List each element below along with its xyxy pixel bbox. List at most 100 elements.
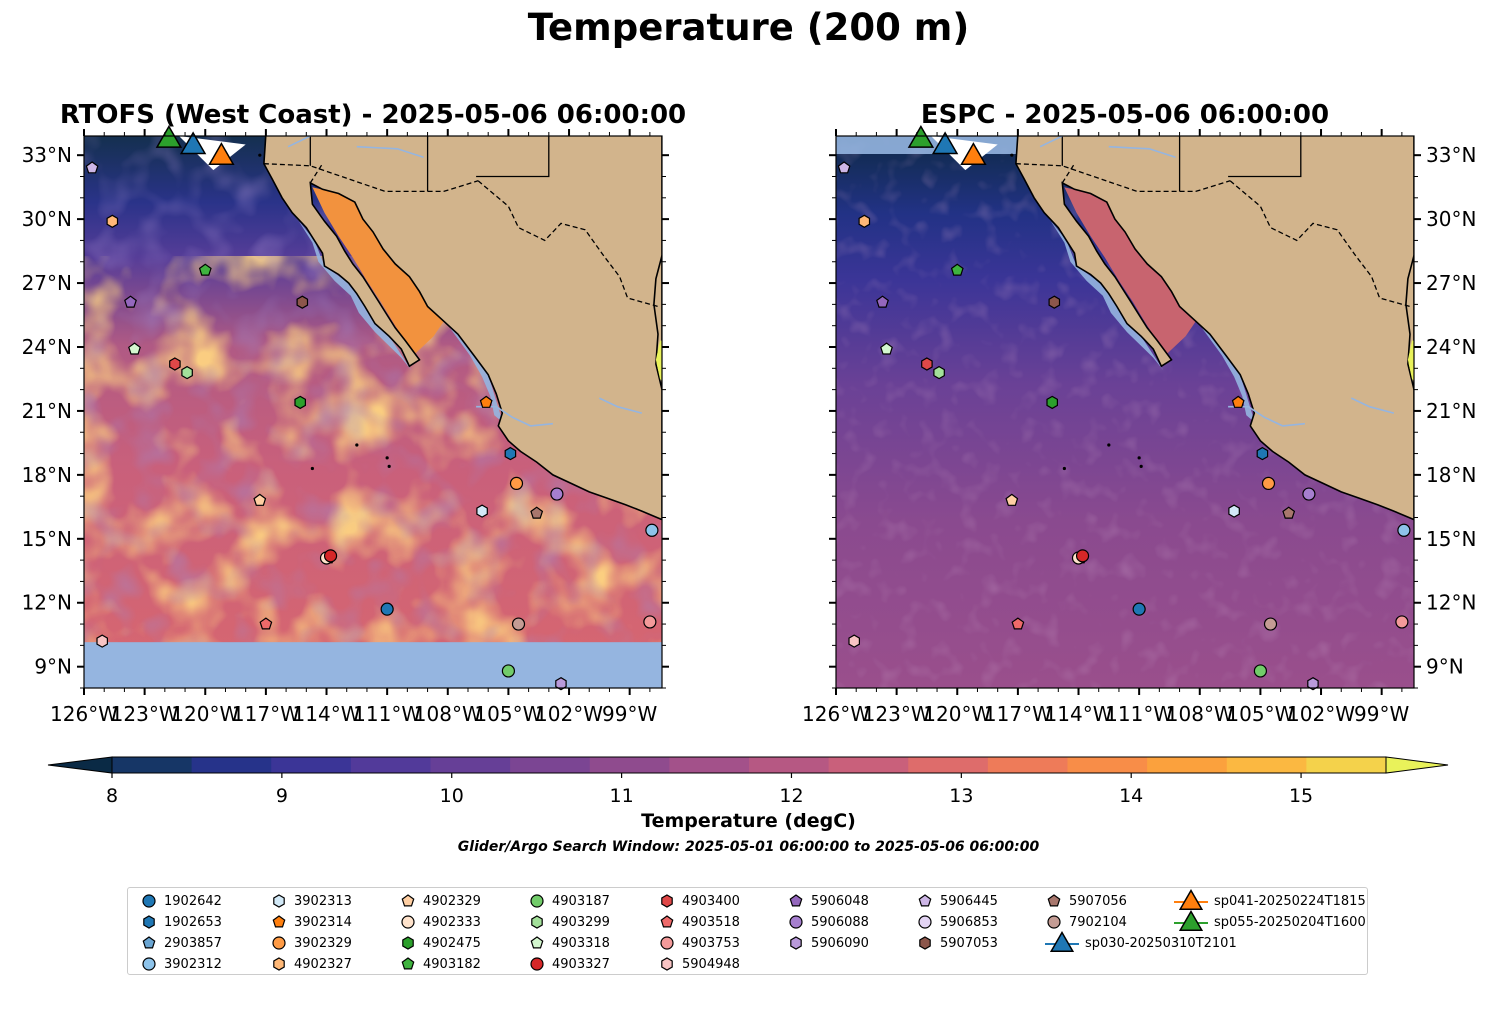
colorbar-tick-label: 9 (276, 785, 288, 807)
obs-5906445 (837, 161, 851, 174)
hexagon-marker-icon (661, 894, 673, 908)
legend-entry: 4902333 (399, 912, 481, 932)
river (356, 145, 424, 159)
map-frame (835, 135, 1415, 689)
legend-marker (402, 936, 414, 950)
obs-3902329 (509, 476, 524, 490)
pentagon-marker-icon (272, 915, 286, 928)
hexagon-marker-icon (143, 915, 155, 929)
triangle-marker-icon (1174, 888, 1208, 911)
colorbar-segment (1147, 757, 1228, 773)
colorbar-tick-label: 14 (1119, 785, 1143, 807)
obs-3902314 (479, 395, 493, 408)
obs-sp055-20250204T1600 (155, 125, 183, 148)
lat-tick-label: 12°N (1426, 591, 1476, 615)
obs-5906048 (124, 295, 137, 308)
colorbar-tick-label: 13 (949, 785, 973, 807)
lat-tick-label: 24°N (22, 335, 72, 359)
obs-4902475 (294, 395, 306, 410)
legend-label: 4903753 (682, 935, 740, 951)
pentagon-marker-icon (918, 894, 932, 907)
legend-marker (660, 915, 674, 928)
colorbar-segment (271, 757, 352, 773)
pentagon-marker-icon (530, 936, 544, 949)
obs-4903318 (880, 342, 893, 355)
obs-5907056 (530, 506, 544, 519)
legend-entry: 4903753 (658, 933, 740, 953)
lat-tick-label: 33°N (1426, 143, 1476, 167)
obs-1902653 (504, 446, 517, 461)
legend-triangle (1178, 888, 1204, 911)
obs-4902327 (858, 214, 871, 228)
state-border (476, 136, 550, 178)
legend-marker (530, 894, 544, 908)
legend-marker (918, 915, 932, 929)
legend-marker (530, 957, 544, 971)
obs-3902314 (1231, 395, 1245, 408)
obs-5904948 (96, 634, 108, 648)
state-border (1228, 136, 1302, 178)
country-border (263, 163, 479, 193)
lat-tick-label: 21°N (22, 399, 72, 423)
obs-sp041-20250224T1815 (960, 142, 987, 165)
lon-tick-label: 99°W (1354, 702, 1409, 726)
lat-tick-label: 21°N (1426, 399, 1476, 423)
legend-entry: 4903327 (528, 954, 610, 974)
legend-marker (401, 894, 415, 907)
legend-entry: 5906090 (787, 933, 869, 953)
obs-3902312 (1397, 523, 1411, 537)
legend-marker (142, 957, 156, 971)
legend-label: 4902327 (294, 956, 352, 972)
legend-entry: 4902475 (399, 933, 481, 953)
lat-tick-label: 15°N (1426, 527, 1476, 551)
legend-triangle (1178, 909, 1204, 932)
legend: 1902642 1902653 2903857 3902312 3902313 39023… (127, 887, 1368, 975)
legend-marker (660, 936, 674, 950)
obs-4902329 (253, 493, 267, 506)
lon-tick-label: 123°W (111, 702, 179, 726)
gulf-of-california (1064, 187, 1196, 354)
legend-entry: 5907056 (1045, 891, 1127, 911)
obs-1902642 (1132, 602, 1146, 616)
obs-5906088 (550, 487, 564, 501)
legend-label: 4902329 (423, 893, 481, 909)
country-border (1015, 163, 1231, 193)
legend-marker (401, 915, 415, 929)
lat-tick-label: 27°N (1426, 271, 1476, 295)
obs-5907053 (1048, 295, 1061, 309)
lon-tick-label: 111°W (353, 702, 421, 726)
colorbar-extend-high (1385, 756, 1449, 774)
obs-7902104 (511, 617, 526, 631)
obs-3902312 (645, 523, 659, 537)
colorbar-segment (987, 757, 1069, 773)
circle-marker-icon (401, 915, 415, 929)
colorbar-segment (350, 757, 432, 773)
obs-4903299 (933, 365, 945, 380)
lon-tick-label: 120°W (923, 702, 991, 726)
river (1108, 145, 1176, 159)
no-data-band (84, 642, 662, 688)
legend-entry: 5906853 (916, 912, 998, 932)
colorbar-segment (430, 757, 511, 773)
legend-label: 5907053 (940, 935, 998, 951)
obs-4903400 (169, 357, 181, 371)
legend-marker (142, 894, 156, 908)
legend-entry: 4902329 (399, 891, 481, 911)
colorbar-tick-label: 12 (779, 785, 803, 807)
river (598, 397, 643, 414)
colorbar-segment (908, 757, 989, 773)
legend-entry: 4903187 (528, 891, 610, 911)
legend-marker (401, 957, 415, 970)
obs-5906088 (1302, 487, 1316, 501)
legend-entry: 3902312 (140, 954, 222, 974)
colorbar-tick-label: 10 (440, 785, 464, 807)
obs-4902329 (1005, 493, 1019, 506)
colorbar: 8 9 10 11 12 13 14 15 (47, 756, 1449, 807)
lon-tick-label: 111°W (1105, 702, 1173, 726)
colorbar-segment (749, 757, 830, 773)
lon-tick-label: 108°W (414, 702, 482, 726)
pentagon-marker-icon (401, 894, 415, 907)
circle-marker-icon (660, 936, 674, 950)
obs-sp041-20250224T1815 (208, 142, 235, 165)
river (1039, 136, 1063, 148)
